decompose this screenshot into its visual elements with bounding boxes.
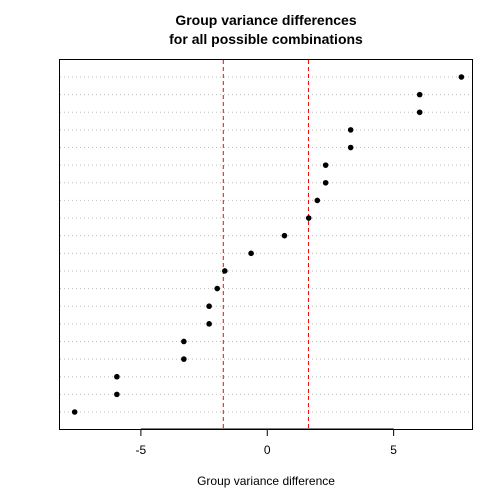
data-point	[416, 109, 423, 116]
data-point	[458, 74, 465, 80]
data-point	[281, 232, 288, 239]
data-point	[305, 215, 312, 221]
data-point	[181, 356, 187, 362]
x-axis-label: Group variance difference	[197, 474, 335, 488]
data-point	[206, 321, 212, 327]
data-point	[114, 391, 120, 398]
data-point	[214, 285, 221, 292]
x-tick-label: 5	[390, 443, 397, 457]
x-tick-label: -5	[136, 443, 147, 457]
x-tick-label: 0	[264, 443, 271, 457]
reference-lines	[222, 60, 309, 429]
data-point	[416, 91, 423, 98]
data-points	[71, 74, 465, 415]
data-point	[71, 409, 78, 415]
grid-lines	[60, 76, 472, 413]
data-point	[181, 338, 187, 345]
data-point	[248, 250, 254, 257]
chart-subtitle: for all possible combinations	[169, 31, 363, 47]
data-point	[314, 197, 321, 204]
data-point	[347, 144, 354, 151]
data-point	[206, 303, 212, 310]
data-point	[322, 179, 329, 186]
chart-title: Group variance differences	[175, 12, 357, 28]
data-point	[114, 373, 120, 380]
data-point	[322, 162, 329, 168]
plot-frame	[59, 59, 473, 430]
data-point	[222, 268, 228, 274]
x-axis: -5 0 5	[136, 428, 397, 457]
data-point	[347, 127, 354, 133]
